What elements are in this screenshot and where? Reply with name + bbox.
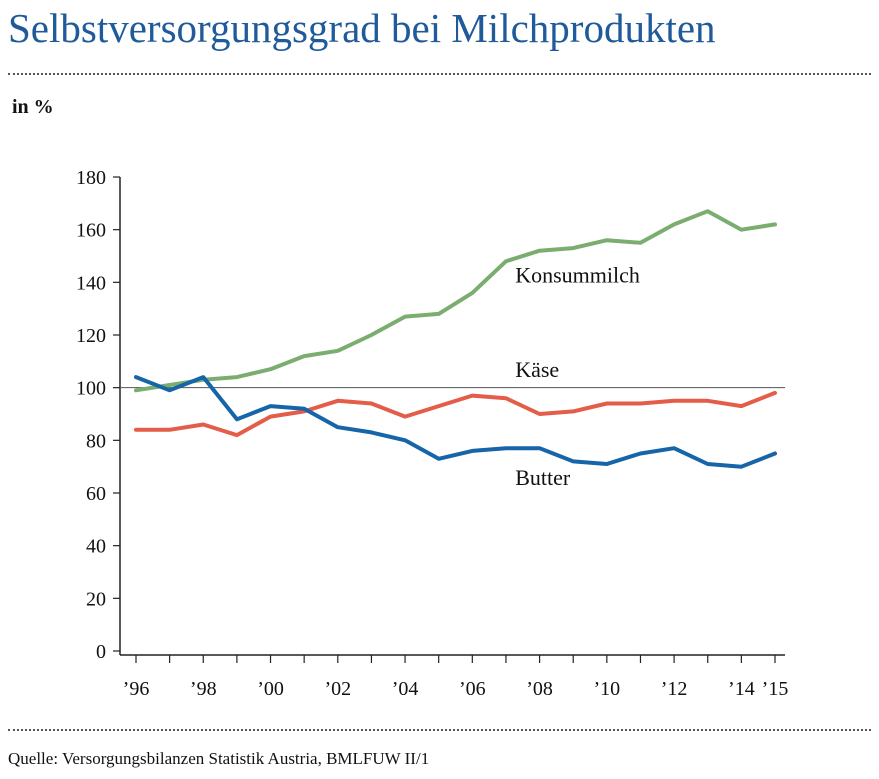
- y-unit-label: in %: [12, 96, 54, 118]
- x-tick-label: ’04: [392, 678, 419, 700]
- x-tick-label: ’98: [190, 678, 217, 700]
- x-tick-label: ’12: [661, 678, 688, 700]
- series-line-kaese: [134, 390, 777, 438]
- x-tick-label: ’96: [123, 678, 150, 700]
- series-label-butter: Butter: [515, 465, 571, 490]
- y-tick-label: 140: [76, 272, 106, 294]
- y-tick-label: 80: [86, 430, 106, 452]
- y-tick-label: 20: [86, 588, 106, 610]
- series-label-konsummilch: Konsummilch: [515, 262, 640, 287]
- series-label-kaese: Käse: [515, 357, 559, 382]
- line-chart: 0 20 40 60 80 100 120 140 160 180 ’96 ’98 ’00 ’02 ’04 ’…: [76, 167, 788, 700]
- y-tick-label: 60: [86, 483, 106, 505]
- y-tick-label: 180: [76, 167, 106, 189]
- series-line-butter: [134, 375, 777, 469]
- y-tick-label: 120: [76, 325, 106, 347]
- top-divider: [8, 73, 871, 75]
- series-line-konsummilch: [134, 209, 777, 393]
- x-tick-label: ’08: [526, 678, 553, 700]
- x-tick-label: ’06: [459, 678, 486, 700]
- series-labels: Konsummilch Käse Butter: [515, 262, 640, 490]
- x-tick-label: ’10: [594, 678, 621, 700]
- chart-series: [134, 209, 777, 469]
- x-tick-label: ’15: [762, 678, 789, 700]
- source-note: Quelle: Versorgungsbilanzen Statistik Au…: [8, 749, 430, 768]
- chart-title: Selbstversorgungsgrad bei Milchprodukten: [8, 5, 716, 51]
- chart-axes: 0 20 40 60 80 100 120 140 160 180 ’96 ’98 ’00 ’02 ’04 ’…: [76, 167, 788, 700]
- y-tick-label: 160: [76, 220, 106, 242]
- y-tick-label: 40: [86, 536, 106, 558]
- x-tick-label: ’02: [324, 678, 351, 700]
- x-tick-label: ’14: [728, 678, 755, 700]
- bottom-divider: [8, 729, 871, 731]
- y-tick-label: 0: [96, 641, 106, 663]
- x-tick-label: ’00: [257, 678, 284, 700]
- y-tick-label: 100: [76, 378, 106, 400]
